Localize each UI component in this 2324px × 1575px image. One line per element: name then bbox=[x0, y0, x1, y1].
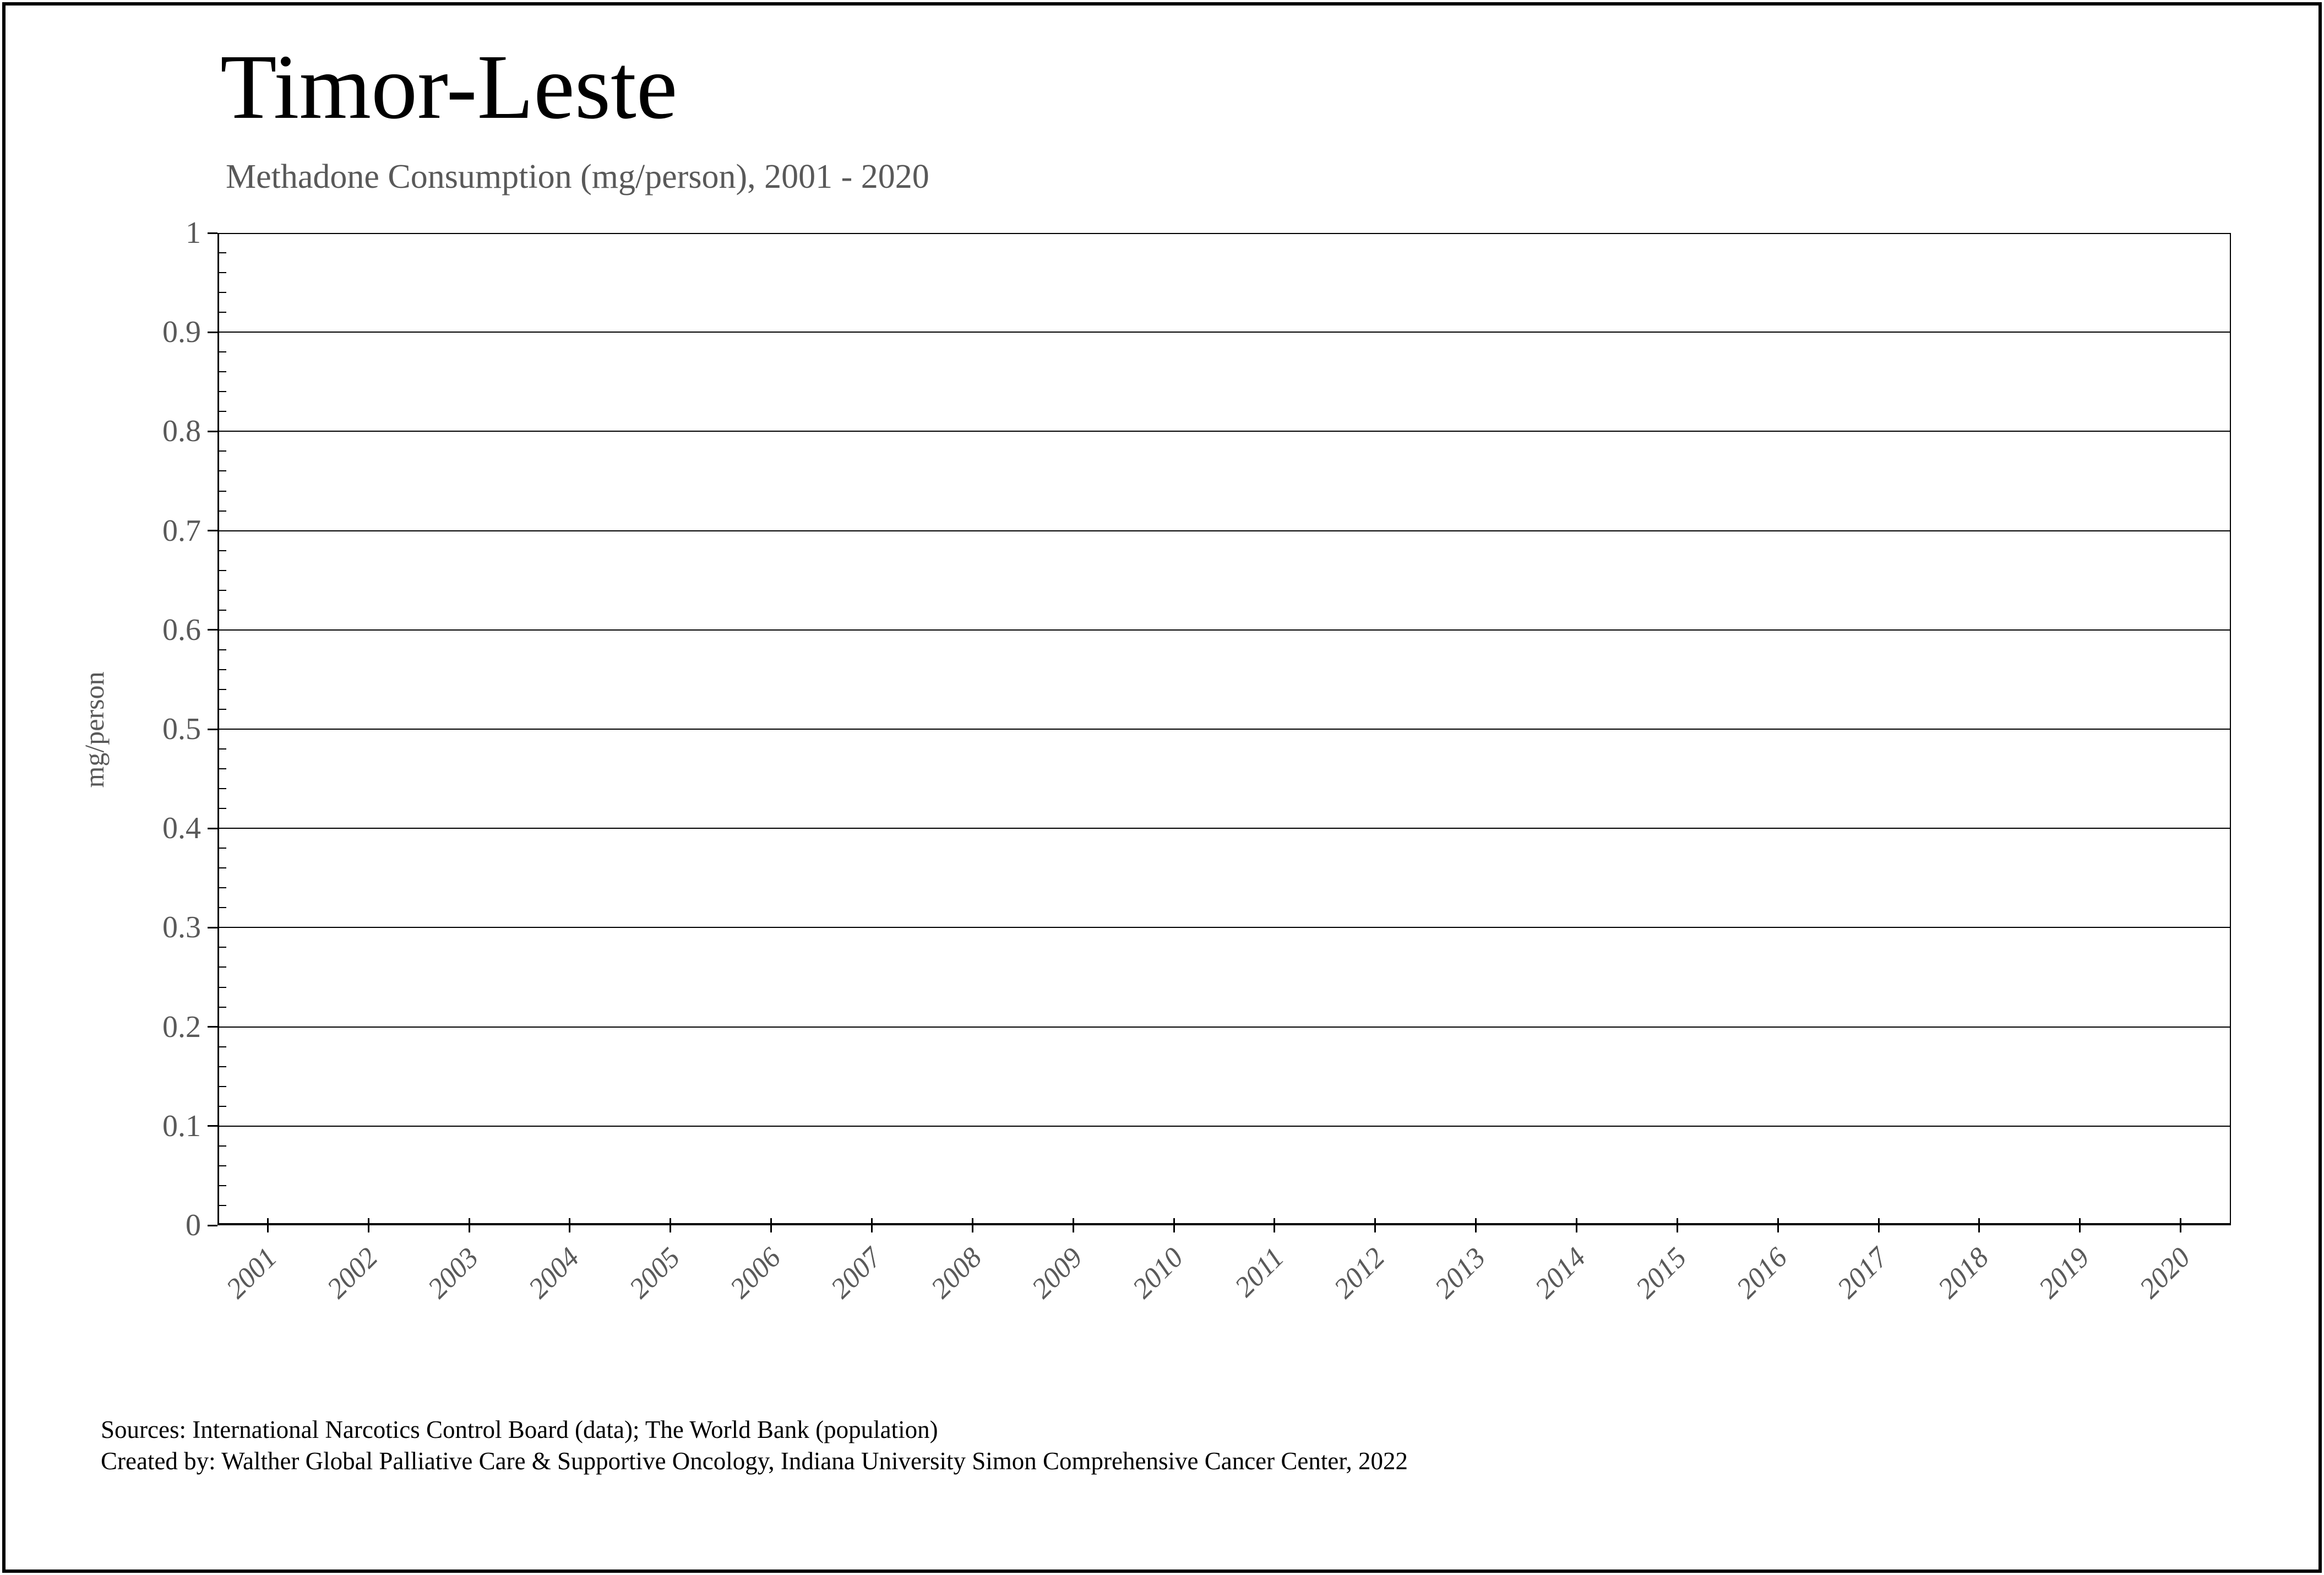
footer: Sources: International Narcotics Control… bbox=[101, 1414, 1408, 1477]
y-axis-minor-tick bbox=[219, 867, 226, 869]
y-axis-minor-tick bbox=[219, 669, 226, 670]
x-axis-tick bbox=[1273, 1218, 1276, 1232]
y-axis-minor-tick bbox=[219, 1185, 226, 1186]
y-axis-tick-label: 0.8 bbox=[162, 414, 201, 449]
y-gridline bbox=[217, 729, 2231, 730]
x-axis-tick bbox=[1374, 1218, 1376, 1232]
y-axis-minor-tick bbox=[219, 907, 226, 909]
y-axis-minor-tick bbox=[219, 986, 226, 988]
y-gridline bbox=[217, 1125, 2231, 1127]
y-axis-major-tick bbox=[208, 530, 217, 532]
x-axis-tick bbox=[1978, 1218, 1980, 1232]
y-axis-minor-tick bbox=[219, 788, 226, 790]
y-axis-minor-tick bbox=[219, 848, 226, 849]
x-axis-tick bbox=[2180, 1218, 2182, 1232]
y-axis-minor-tick bbox=[219, 569, 226, 571]
y-axis-major-tick bbox=[208, 728, 217, 730]
y-axis-tick-label: 0.3 bbox=[162, 910, 201, 945]
y-axis-minor-tick bbox=[219, 292, 226, 294]
y-axis-minor-tick bbox=[219, 688, 226, 690]
y-gridline bbox=[217, 332, 2231, 333]
y-axis-minor-tick bbox=[219, 550, 226, 551]
y-axis-minor-tick bbox=[219, 1006, 226, 1008]
y-axis-minor-tick bbox=[219, 450, 226, 452]
y-axis-minor-tick bbox=[219, 1105, 226, 1107]
y-axis-major-tick bbox=[208, 430, 217, 432]
y-axis-minor-tick bbox=[219, 1085, 226, 1087]
x-axis-tick bbox=[1475, 1218, 1477, 1232]
y-axis-minor-tick bbox=[219, 1165, 226, 1166]
y-axis-tick-label: 0.4 bbox=[162, 811, 201, 846]
footer-created-by-line: Created by: Walther Global Palliative Ca… bbox=[101, 1447, 1408, 1475]
y-axis-major-tick bbox=[208, 1224, 217, 1226]
x-axis-tick bbox=[468, 1218, 470, 1232]
y-axis-major-tick bbox=[208, 1026, 217, 1028]
chart-subtitle: Methadone Consumption (mg/person), 2001 … bbox=[226, 158, 929, 195]
x-axis-tick bbox=[266, 1218, 269, 1232]
x-axis-tick bbox=[670, 1218, 672, 1232]
x-axis-tick bbox=[871, 1218, 873, 1232]
y-axis-minor-tick bbox=[219, 510, 226, 512]
chart-title: Timor-Leste bbox=[220, 36, 678, 138]
y-axis-minor-tick bbox=[219, 470, 226, 472]
y-axis-minor-tick bbox=[219, 371, 226, 373]
y-axis-tick-label: 0.6 bbox=[162, 612, 201, 647]
y-axis-tick-label: 0.9 bbox=[162, 315, 201, 350]
y-axis-tick-label: 0.7 bbox=[162, 513, 201, 548]
y-axis-minor-tick bbox=[219, 768, 226, 770]
x-axis-tick bbox=[1676, 1218, 1678, 1232]
y-axis-minor-tick bbox=[219, 947, 226, 948]
y-axis-tick-label: 0.5 bbox=[162, 712, 201, 746]
x-axis-tick bbox=[1777, 1218, 1779, 1232]
y-axis-minor-tick bbox=[219, 808, 226, 810]
y-axis-minor-tick bbox=[219, 708, 226, 710]
y-axis-minor-tick bbox=[219, 748, 226, 750]
y-gridline bbox=[217, 629, 2231, 631]
y-axis-minor-tick bbox=[219, 391, 226, 393]
y-axis-tick-label: 1 bbox=[186, 216, 201, 250]
y-axis-minor-tick bbox=[219, 490, 226, 492]
y-axis-tick-label: 0 bbox=[186, 1208, 201, 1242]
y-axis-minor-tick bbox=[219, 411, 226, 412]
x-axis-tick bbox=[770, 1218, 772, 1232]
y-axis-minor-tick bbox=[219, 589, 226, 591]
footer-sources-line: Sources: International Narcotics Control… bbox=[101, 1416, 938, 1443]
y-gridline bbox=[217, 828, 2231, 829]
y-gridline bbox=[217, 530, 2231, 531]
y-axis-major-tick bbox=[208, 827, 217, 829]
y-axis-minor-tick bbox=[219, 351, 226, 353]
y-axis-minor-tick bbox=[219, 1046, 226, 1047]
x-axis-tick bbox=[1575, 1218, 1577, 1232]
y-axis-tick-label: 0.1 bbox=[162, 1109, 201, 1143]
y-axis-tick-label: 0.2 bbox=[162, 1009, 201, 1044]
y-axis-major-tick bbox=[208, 331, 217, 333]
x-axis-tick bbox=[971, 1218, 973, 1232]
y-axis-minor-tick bbox=[219, 649, 226, 650]
x-axis-tick bbox=[1173, 1218, 1175, 1232]
x-axis-tick bbox=[1072, 1218, 1074, 1232]
y-axis-minor-tick bbox=[219, 887, 226, 889]
x-axis-tick bbox=[2079, 1218, 2081, 1232]
y-axis-minor-tick bbox=[219, 1204, 226, 1206]
y-axis-major-tick bbox=[208, 1125, 217, 1127]
y-axis-minor-tick bbox=[219, 1066, 226, 1067]
y-axis-minor-tick bbox=[219, 609, 226, 611]
y-axis-minor-tick bbox=[219, 252, 226, 254]
y-axis-major-tick bbox=[208, 232, 217, 234]
y-gridline bbox=[217, 1026, 2231, 1028]
x-axis-tick bbox=[367, 1218, 369, 1232]
y-axis-minor-tick bbox=[219, 312, 226, 313]
y-axis-minor-tick bbox=[219, 1145, 226, 1147]
y-gridline bbox=[217, 927, 2231, 928]
y-axis-minor-tick bbox=[219, 272, 226, 274]
y-axis-major-tick bbox=[208, 629, 217, 631]
x-axis-tick bbox=[569, 1218, 571, 1232]
y-gridline bbox=[217, 431, 2231, 432]
y-axis-minor-tick bbox=[219, 966, 226, 968]
y-axis-major-tick bbox=[208, 926, 217, 928]
x-axis-tick bbox=[1877, 1218, 1880, 1232]
